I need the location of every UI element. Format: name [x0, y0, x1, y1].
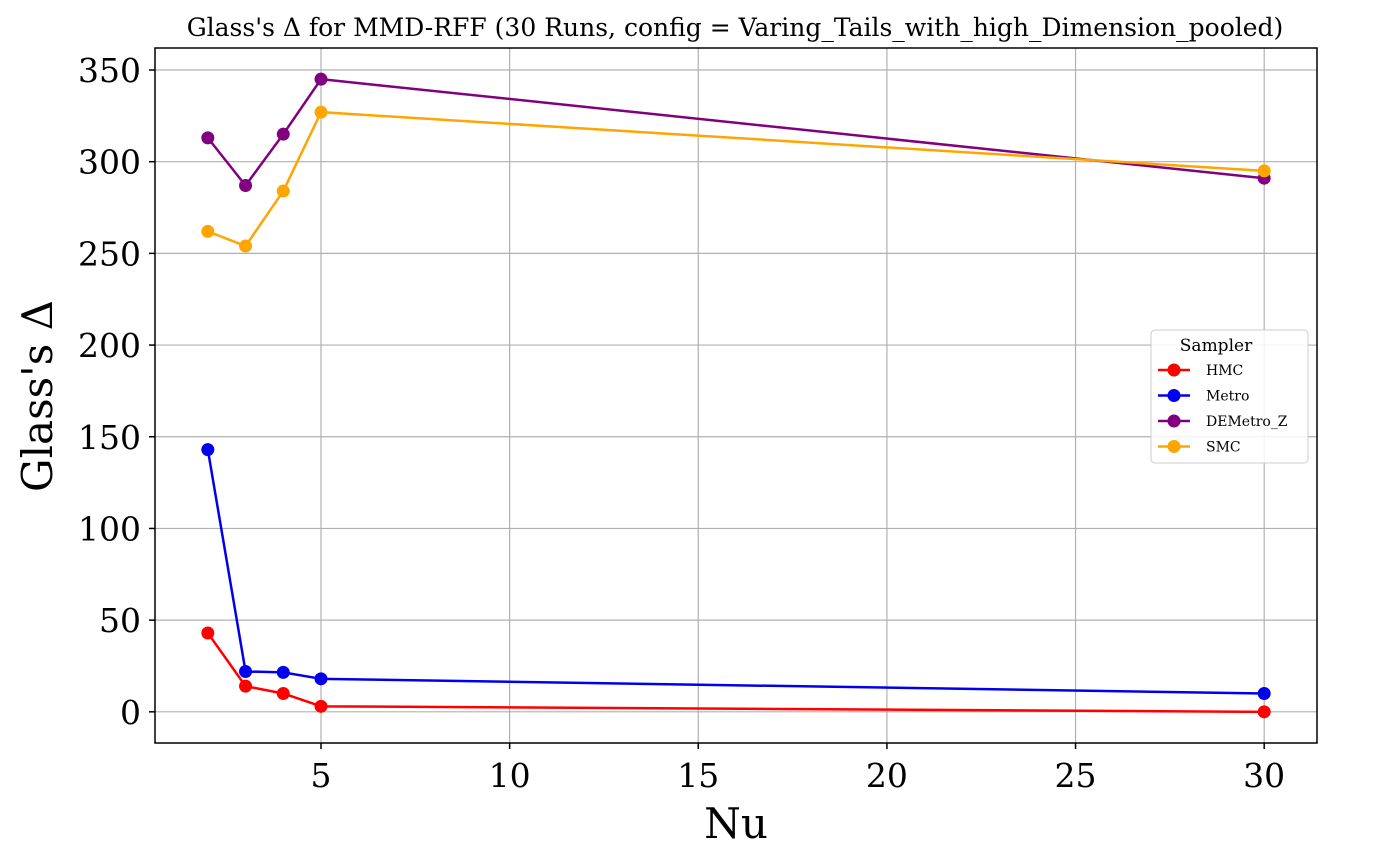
data-point-smc — [201, 224, 215, 238]
legend-item-smc: SMC — [1158, 440, 1241, 456]
series-line-hmc — [206, 632, 1265, 714]
legend: Sampler HMC Metro DEMetro_Z SMC — [1150, 329, 1309, 464]
series-smc — [201, 105, 1271, 253]
grid — [155, 48, 1317, 743]
series-line-metro — [206, 449, 1265, 695]
data-point-hmc — [1257, 705, 1271, 719]
x-axis-label: Nu — [704, 799, 768, 848]
legend-marker — [1167, 363, 1181, 377]
plot-frame — [154, 47, 1318, 744]
y-tick-label: 150 — [78, 418, 141, 457]
chart-title: Glass's Δ for MMD-RFF (30 Runs, config =… — [187, 13, 1284, 42]
legend-box — [1150, 329, 1309, 464]
data-point-metro — [314, 672, 328, 686]
legend-item-demetro-z: DEMetro_Z — [1158, 414, 1288, 430]
x-tick-label: 25 — [1055, 756, 1097, 795]
legend-label: Metro — [1206, 389, 1249, 405]
series-demetro-z — [201, 72, 1271, 193]
legend-item-metro: Metro — [1158, 389, 1249, 405]
data-point-demetro-z — [239, 179, 253, 193]
x-tick-label: 5 — [311, 756, 332, 795]
legend-item-hmc: HMC — [1158, 363, 1243, 379]
x-tick-label: 30 — [1243, 756, 1285, 795]
series-line-demetro-z — [206, 77, 1265, 187]
legend-label: HMC — [1206, 363, 1243, 379]
y-tick-label: 350 — [78, 51, 141, 90]
data-point-demetro-z — [201, 131, 215, 145]
y-tick-label: 100 — [78, 509, 141, 548]
data-point-metro — [1257, 686, 1271, 700]
legend-marker — [1167, 389, 1181, 402]
y-tick-label: 200 — [78, 326, 141, 365]
data-point-demetro-z — [276, 127, 290, 141]
data-point-smc — [1257, 164, 1271, 178]
legend-label: DEMetro_Z — [1206, 414, 1288, 430]
data-point-smc — [276, 184, 290, 198]
series-metro — [201, 443, 1271, 700]
x-tick-label: 15 — [677, 756, 719, 795]
y-tick-label: 250 — [78, 234, 141, 273]
data-point-hmc — [201, 626, 215, 640]
data-point-hmc — [314, 699, 328, 713]
legend-label: SMC — [1206, 440, 1241, 456]
legend-title: Sampler — [1180, 336, 1253, 356]
x-tick-label: 10 — [489, 756, 531, 795]
data-point-metro — [276, 665, 290, 679]
legend-items: HMC Metro DEMetro_Z SMC — [1158, 363, 1288, 456]
y-tick-label: 50 — [99, 601, 141, 640]
series-hmc — [201, 626, 1271, 719]
data-point-metro — [239, 664, 253, 678]
data-point-demetro-z — [314, 72, 328, 86]
data-point-smc — [239, 239, 253, 253]
y-tick-label: 300 — [78, 143, 141, 182]
legend-marker — [1167, 440, 1181, 453]
y-axis-label: Glass's Δ — [13, 300, 62, 492]
y-tick-label: 0 — [120, 693, 141, 732]
data-point-hmc — [239, 679, 253, 693]
legend-marker — [1167, 414, 1181, 428]
data-point-metro — [201, 443, 215, 457]
data-point-smc — [314, 105, 328, 119]
series-layer — [201, 72, 1271, 719]
data-point-hmc — [276, 686, 290, 700]
x-tick-label: 20 — [866, 756, 908, 795]
series-line-smc — [207, 110, 1265, 248]
